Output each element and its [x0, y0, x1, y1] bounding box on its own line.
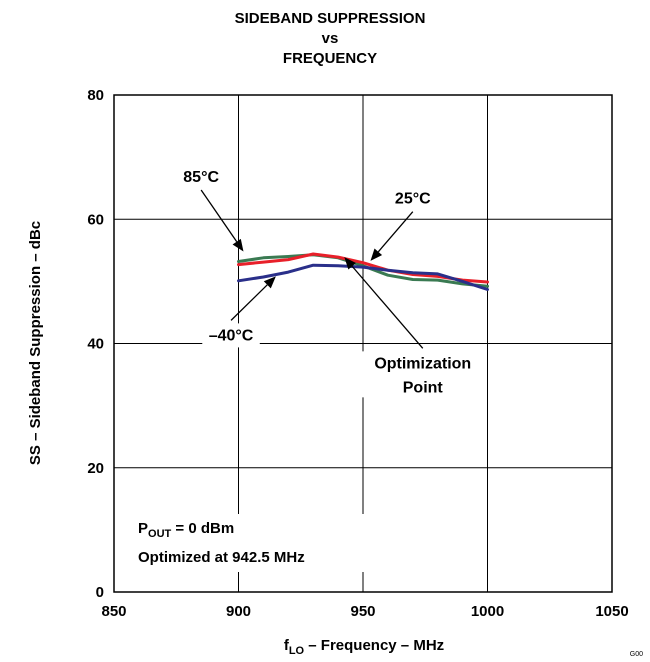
x-axis-label-sub: LO	[289, 645, 305, 657]
annotation-arrow-line-3	[230, 284, 268, 321]
x-tick-label: 1000	[471, 603, 504, 620]
conditions-note-background	[132, 514, 370, 572]
annotation-label-1: 85°C	[183, 169, 219, 186]
conditions-note-p: P	[138, 520, 148, 537]
annotation-label-2: 25°C	[395, 191, 431, 208]
conditions-note-line-1: POUT = 0 dBm	[138, 520, 234, 540]
x-axis-label: fLO – Frequency – MHz	[284, 637, 444, 657]
annotation-background-2	[388, 186, 437, 211]
conditions-note-out: OUT	[148, 528, 172, 540]
x-axis-label-main: f	[284, 637, 290, 654]
annotation-arrow-head-3	[263, 276, 276, 289]
annotation-arrow-head-2	[370, 248, 383, 261]
series-layer	[237, 252, 489, 291]
conditions-note: POUT = 0 dBm Optimized at 942.5 MHz	[132, 514, 370, 572]
annotation-arrow-head-1	[232, 238, 244, 252]
series-line-3	[237, 263, 489, 291]
y-tick-label: 0	[96, 584, 104, 601]
annotation-label-4: Point	[403, 379, 444, 396]
annotation-label-3: –40°C	[209, 327, 254, 344]
x-tick-label: 1050	[595, 603, 628, 620]
conditions-note-value: = 0 dBm	[171, 520, 234, 537]
title-line-2: vs	[322, 30, 339, 47]
y-tick-labels: 0 20 40 60 80	[87, 87, 104, 601]
conditions-note-line-2: Optimized at 942.5 MHz	[138, 549, 305, 566]
title-line-3: FREQUENCY	[283, 50, 377, 67]
y-axis-label: SS – Sideband Suppression – dBc	[27, 221, 44, 465]
annotation-backgrounds	[177, 164, 485, 398]
annotation-background-1	[177, 164, 226, 189]
annotation-arrow-line-4	[351, 265, 424, 349]
figure-code: G00	[630, 651, 643, 658]
chart-title: SIDEBAND SUPPRESSION vs FREQUENCY	[235, 10, 426, 67]
y-tick-label: 80	[87, 87, 104, 104]
annotation-arrow-line-1	[200, 189, 238, 243]
y-tick-label: 20	[87, 460, 104, 477]
y-tick-label: 60	[87, 211, 104, 228]
annotation-arrow-head-4	[344, 257, 356, 270]
annotation-label-4: Optimization	[374, 355, 471, 372]
x-tick-label: 850	[101, 603, 126, 620]
annotations: 85°C 25°C –40°C Optimization Point	[183, 169, 471, 396]
plot-frame	[113, 94, 613, 593]
title-line-1: SIDEBAND SUPPRESSION	[235, 10, 426, 27]
annotation-background-4	[360, 351, 485, 398]
y-tick-label: 40	[87, 336, 104, 353]
x-tick-label: 950	[350, 603, 375, 620]
grid	[114, 95, 612, 592]
x-tick-label: 900	[226, 603, 251, 620]
annotation-background-3	[202, 323, 260, 348]
annotation-arrow-line-2	[377, 211, 414, 253]
x-axis-label-rest: – Frequency – MHz	[304, 637, 444, 654]
x-tick-labels: 850 900 950 1000 1050	[101, 603, 628, 620]
